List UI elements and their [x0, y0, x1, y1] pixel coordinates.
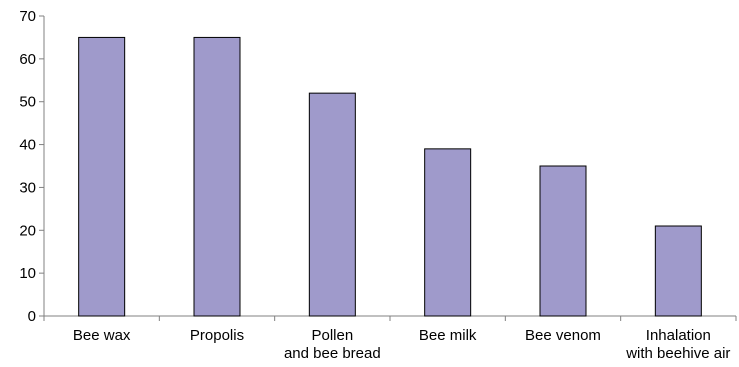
x-category-label: Bee milk: [419, 327, 477, 344]
bar: [193, 36, 241, 317]
y-tick-label: 0: [28, 308, 36, 325]
bar: [308, 92, 356, 317]
bar: [424, 148, 472, 317]
y-tick-label: 20: [19, 222, 36, 239]
y-tick-label: 10: [19, 265, 36, 282]
y-tick-label: 50: [19, 94, 36, 111]
x-category-label: Propolis: [190, 327, 244, 344]
y-axis-ticks: 0 10 20 30 40 50 60 70: [19, 8, 44, 325]
bar: [654, 225, 702, 317]
y-tick-label: 70: [19, 8, 36, 25]
x-category-label: and bee bread: [284, 345, 381, 362]
x-category-label: with beehive air: [625, 345, 730, 362]
bar: [78, 36, 126, 317]
y-tick-label: 30: [19, 179, 36, 196]
x-category-label: Pollen: [311, 327, 353, 344]
y-tick-label: 60: [19, 51, 36, 68]
axes: [43, 16, 737, 321]
bars: [78, 36, 702, 317]
y-tick-label: 40: [19, 137, 36, 154]
bar: [539, 165, 587, 317]
x-category-label: Bee venom: [525, 327, 601, 344]
x-category-label: Inhalation: [646, 327, 711, 344]
x-category-label: Bee wax: [73, 327, 131, 344]
